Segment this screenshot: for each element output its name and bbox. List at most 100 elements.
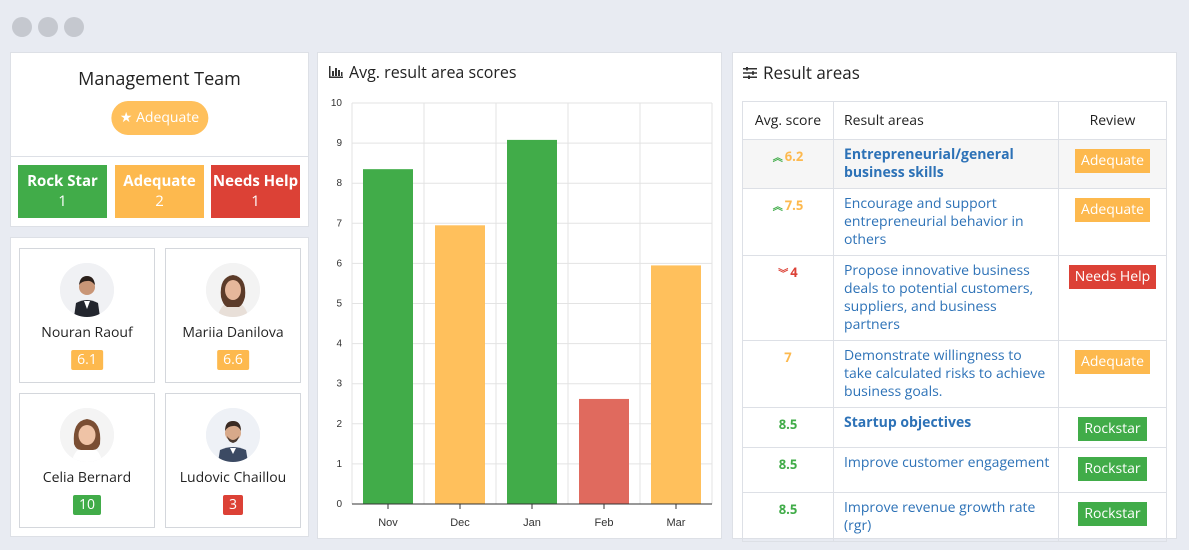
result-areas-panel: Result areas Avg. score Result areas Rev… xyxy=(732,52,1177,542)
bar-mar xyxy=(651,265,701,504)
review-badge[interactable]: Needs Help xyxy=(1068,265,1157,289)
trend-up-icon: ︽ xyxy=(772,150,783,164)
window-maximize-dot[interactable] xyxy=(64,17,84,37)
x-tick-label: Dec xyxy=(450,517,470,529)
avg-score-cell: 8.5 xyxy=(742,447,834,493)
y-tick-label: 2 xyxy=(336,419,342,430)
person-icon xyxy=(60,408,114,462)
y-tick-label: 4 xyxy=(336,339,342,350)
trend-down-icon: ︾ xyxy=(778,266,789,280)
review-cell: Rockstar xyxy=(1058,447,1167,493)
result-area-link[interactable]: Startup objectives xyxy=(833,407,1059,448)
avg-score-cell: ︽ 6.2 xyxy=(742,139,834,189)
avg-score-cell: 8.5 xyxy=(742,407,834,448)
x-tick-label: Feb xyxy=(595,517,614,529)
stat-needs-help[interactable]: Needs Help 1 xyxy=(211,165,300,218)
avatar xyxy=(206,263,260,317)
star-icon: ★ xyxy=(119,108,133,127)
avatar xyxy=(60,408,114,462)
member-score-badge: 3 xyxy=(222,495,244,515)
column-header-areas[interactable]: Result areas xyxy=(833,101,1059,140)
table-row[interactable]: 8.5 Startup objectives Rockstar xyxy=(742,407,1167,448)
divider xyxy=(11,156,308,157)
chart-panel: 0 1 2 3 4 5 6 7 8 9 10 Nov Dec Jan Feb Mar Avg. result … xyxy=(317,52,722,539)
avg-score-cell: ︾ 4 xyxy=(742,255,834,341)
team-rating-badge[interactable]: ★ Adequate xyxy=(110,101,209,135)
y-tick-label: 8 xyxy=(336,178,342,189)
result-area-link[interactable]: Improve revenue growth rate (rgr) xyxy=(833,492,1059,542)
table-row[interactable]: 7 Demonstrate willingness to take calcula… xyxy=(742,340,1167,408)
avatar xyxy=(206,408,260,462)
review-cell: Needs Help xyxy=(1058,255,1167,341)
review-badge[interactable]: Adequate xyxy=(1074,149,1151,173)
y-tick-label: 5 xyxy=(336,299,342,310)
column-header-score[interactable]: Avg. score xyxy=(742,101,834,140)
y-tick-label: 9 xyxy=(336,138,342,149)
chart-title: Avg. result area scores xyxy=(349,61,517,83)
stat-label: Rock Star xyxy=(27,171,98,191)
window-minimize-dot[interactable] xyxy=(38,17,58,37)
table-row[interactable]: ︽ 7.5 Encourage and support entrepreneuria… xyxy=(742,188,1167,256)
review-badge[interactable]: Adequate xyxy=(1074,198,1151,222)
bar-dec xyxy=(435,225,485,504)
result-area-link[interactable]: Improve customer engagement xyxy=(833,447,1059,493)
review-cell: Adequate xyxy=(1058,188,1167,256)
table-row[interactable]: ︾ 4 Propose innovative business deals to p… xyxy=(742,255,1167,341)
result-area-link[interactable]: Encourage and support entrepreneurial be… xyxy=(833,188,1059,256)
member-card[interactable]: Ludovic Chaillou 3 xyxy=(165,393,301,528)
review-cell: Adequate xyxy=(1058,139,1167,189)
bar-nov xyxy=(363,169,413,504)
table-row[interactable]: ︽ 6.2 Entrepreneurial/general business ski… xyxy=(742,139,1167,189)
member-name: Celia Bernard xyxy=(42,468,132,487)
person-icon xyxy=(206,263,260,317)
avg-score-cell: ︽ 7.5 xyxy=(742,188,834,256)
member-name: Ludovic Chaillou xyxy=(179,468,287,487)
x-tick-label: Jan xyxy=(523,517,541,529)
stat-count: 1 xyxy=(251,191,260,211)
member-card[interactable]: Mariia Danilova 6.6 xyxy=(165,248,301,383)
review-badge[interactable]: Rockstar xyxy=(1078,457,1147,481)
review-cell: Rockstar xyxy=(1058,492,1167,542)
result-areas-title-label: Result areas xyxy=(763,61,860,84)
team-title: Management Team xyxy=(78,67,241,91)
review-cell: Adequate xyxy=(1058,340,1167,408)
team-members-panel: Nouran Raouf 6.1 Mariia Danilova 6.6 Cel… xyxy=(10,237,309,537)
review-badge[interactable]: Rockstar xyxy=(1078,502,1147,526)
y-tick-label: 3 xyxy=(336,379,342,390)
y-tick-label: 7 xyxy=(336,218,342,229)
member-name: Mariia Danilova xyxy=(182,323,284,342)
avg-score-value: 7 xyxy=(784,348,792,366)
bar-jan xyxy=(507,139,557,504)
member-card[interactable]: Celia Bernard 10 xyxy=(19,393,155,528)
trend-up-icon: ︽ xyxy=(772,199,783,213)
stat-adequate[interactable]: Adequate 2 xyxy=(115,165,204,218)
table-row[interactable]: 8.5 Improve revenue growth rate (rgr) Rock… xyxy=(742,492,1167,542)
review-cell: Rockstar xyxy=(1058,407,1167,448)
review-badge[interactable]: Adequate xyxy=(1074,350,1151,374)
avg-score-cell: 8.5 xyxy=(742,492,834,542)
member-score-badge: 6.6 xyxy=(217,350,249,370)
bar-feb xyxy=(579,398,629,504)
stat-count: 1 xyxy=(58,191,67,211)
avg-score-value: 8.5 xyxy=(778,415,798,433)
y-tick-label: 1 xyxy=(336,459,342,470)
chart-panel-title: Avg. result area scores xyxy=(329,61,517,83)
avg-score-value: 4 xyxy=(790,263,798,281)
stat-label: Adequate xyxy=(123,171,196,191)
member-card[interactable]: Nouran Raouf 6.1 xyxy=(19,248,155,383)
window-close-dot[interactable] xyxy=(12,17,32,37)
column-header-review[interactable]: Review xyxy=(1058,101,1167,140)
table-row[interactable]: 8.5 Improve customer engagement Rockstar xyxy=(742,447,1167,493)
result-area-link[interactable]: Demonstrate willingness to take calculat… xyxy=(833,340,1059,408)
x-tick-label: Mar xyxy=(667,517,686,529)
avg-score-value: 8.5 xyxy=(778,455,798,473)
x-tick-label: Nov xyxy=(378,517,398,529)
team-rating-label: Adequate xyxy=(136,108,200,127)
result-area-link[interactable]: Propose innovative business deals to pot… xyxy=(833,255,1059,341)
avg-score-cell: 7 xyxy=(742,340,834,408)
stat-rock-star[interactable]: Rock Star 1 xyxy=(18,165,107,218)
person-icon xyxy=(206,408,260,462)
result-areas-title: Result areas xyxy=(743,61,860,84)
result-area-link[interactable]: Entrepreneurial/general business skills xyxy=(833,139,1059,189)
review-badge[interactable]: Rockstar xyxy=(1078,417,1147,441)
